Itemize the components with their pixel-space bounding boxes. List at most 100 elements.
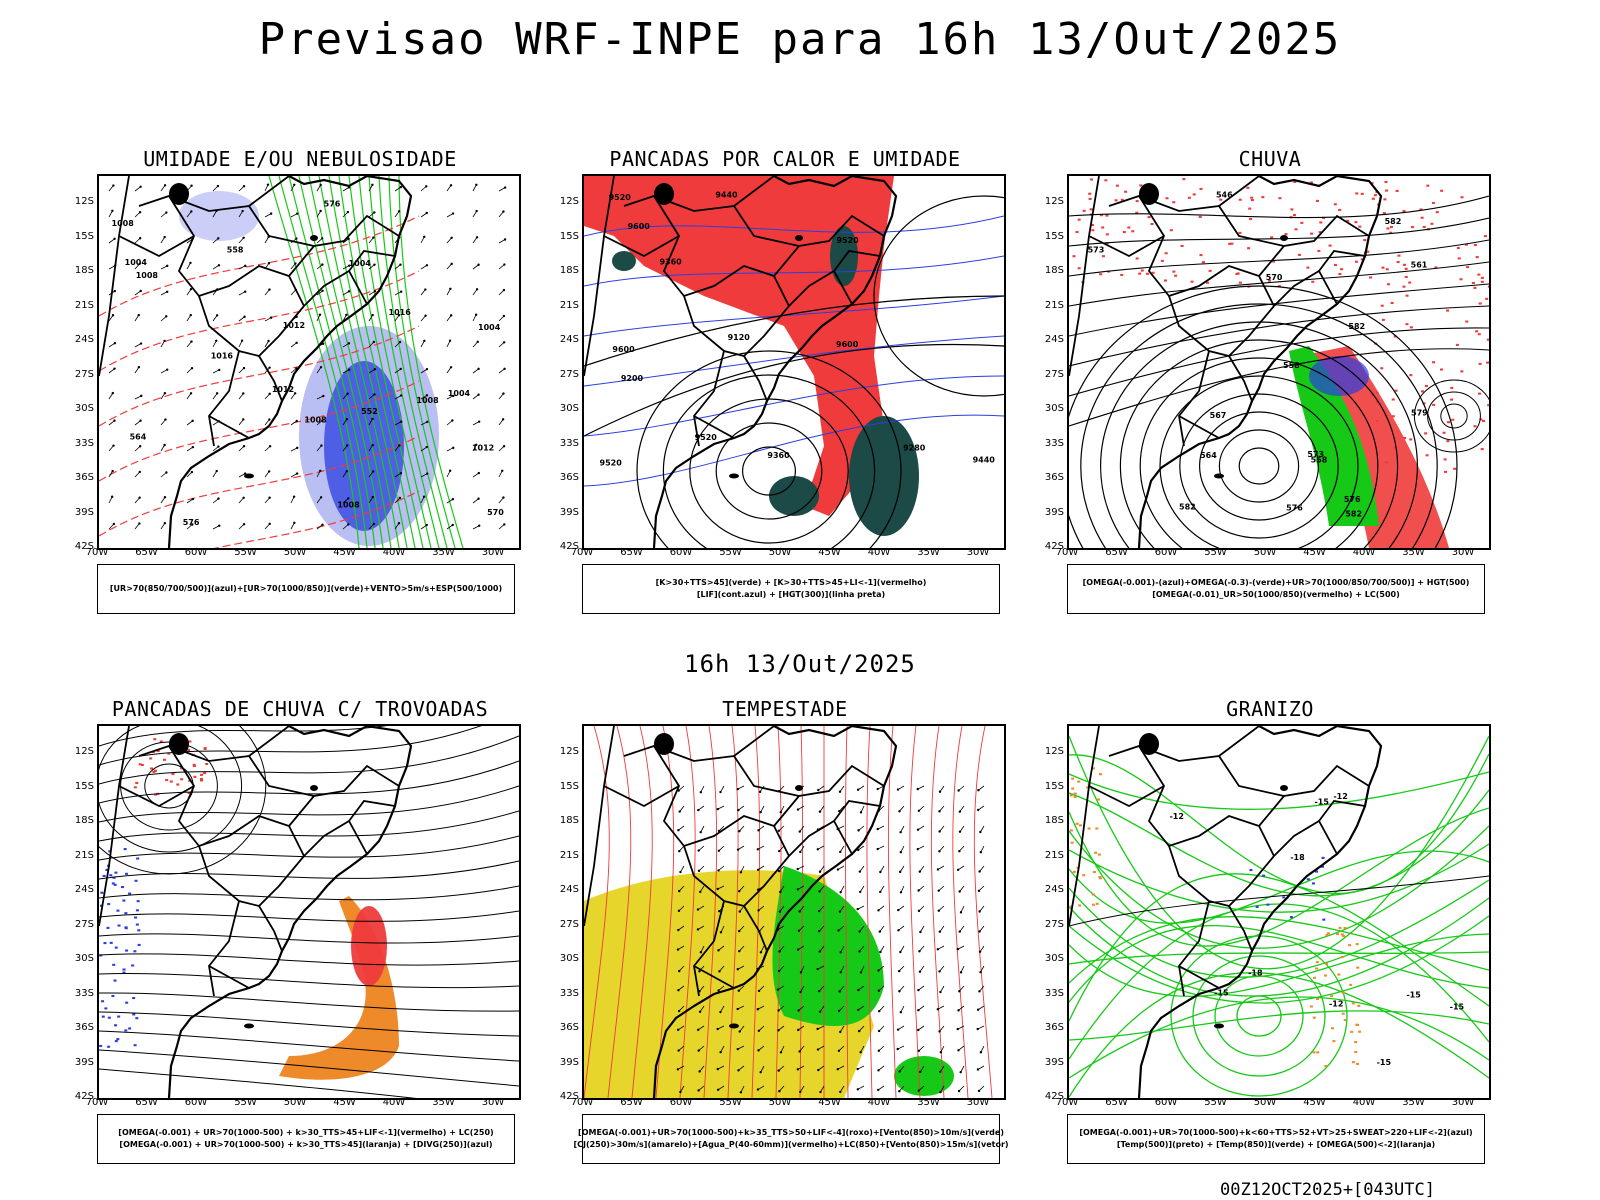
lat-tick-label: 27S xyxy=(559,368,579,380)
rain-speck xyxy=(149,757,153,760)
wind-vector-head xyxy=(736,787,739,791)
wind-vector-head xyxy=(347,264,351,267)
wind-vector-head xyxy=(477,393,480,396)
lon-tick-label: 55W xyxy=(234,1097,257,1108)
wind-vector-head xyxy=(738,889,741,893)
precip-water-contour xyxy=(866,726,873,1098)
divergence-speck xyxy=(136,857,140,860)
rain-speck xyxy=(1393,335,1397,338)
wind-vector-head xyxy=(451,212,455,215)
hgt500-contour xyxy=(1238,447,1280,485)
wind-vector-head xyxy=(778,950,781,953)
panel-title: UMIDADE E/OU NEBULOSIDADE xyxy=(143,147,457,171)
contour-label: 564 xyxy=(1200,451,1217,460)
wind-vector-head xyxy=(295,472,299,475)
lat-tick-label: 21S xyxy=(74,299,94,311)
country-border xyxy=(683,845,790,907)
rain-speck xyxy=(1471,281,1475,284)
country-border xyxy=(683,295,790,357)
wind-vector-head xyxy=(139,419,142,422)
wind-vector-head xyxy=(425,472,429,475)
contour-label: 558 xyxy=(1311,455,1328,464)
rain-speck xyxy=(153,738,157,741)
lon-tick-label: 45W xyxy=(333,547,356,558)
wind-vector-head xyxy=(797,929,801,933)
forecast-map xyxy=(99,726,519,1098)
country-border xyxy=(623,726,775,762)
wind-vector-head xyxy=(295,419,298,423)
wind-vector-head xyxy=(899,1011,902,1014)
country-border xyxy=(693,350,725,447)
wind-vector-head xyxy=(798,910,801,913)
contour-label: -12 xyxy=(1333,792,1347,801)
country-border xyxy=(1138,195,1275,307)
divergence-speck xyxy=(122,968,126,971)
rain-speck xyxy=(1391,398,1395,401)
country-border xyxy=(138,176,290,212)
hgt500-contour xyxy=(1218,429,1300,503)
wind-vector-head xyxy=(345,417,349,421)
divergence-speck xyxy=(117,924,121,927)
precip-water-contour xyxy=(973,726,993,1098)
rain-speck xyxy=(1190,280,1194,283)
rain-speck xyxy=(1169,229,1173,232)
hgt300-contour xyxy=(715,422,823,520)
wind-vector-head xyxy=(857,829,860,832)
rain-speck xyxy=(1450,398,1454,401)
rain-speck xyxy=(1465,320,1469,323)
wind-vector-head xyxy=(346,444,349,447)
wind-vector-head xyxy=(267,339,270,343)
omega500-speck xyxy=(1355,943,1359,946)
wind-vector-head xyxy=(698,1070,701,1073)
wind-vector-head xyxy=(899,830,902,834)
legend-line: [Temp(500)](preto) + [Temp(850)](verde) … xyxy=(1116,1140,1436,1149)
rain-speck xyxy=(1425,454,1429,457)
wind-vector-head xyxy=(917,1028,920,1032)
lat-tick-label: 30S xyxy=(1044,403,1064,414)
wind-vector-head xyxy=(677,1009,681,1013)
wind-vector-head xyxy=(939,990,942,994)
wind-vector-head xyxy=(676,1068,680,1071)
omega500-speck xyxy=(1070,841,1074,844)
wind-vector-head xyxy=(719,790,722,794)
divergence-speck xyxy=(134,879,138,882)
wind-vector-head xyxy=(778,849,781,853)
wind-vector-head xyxy=(897,969,901,973)
rain-speck xyxy=(1192,193,1196,196)
wind-contour xyxy=(278,176,368,548)
divergence-speck xyxy=(107,1045,111,1048)
contour-label: 576 xyxy=(183,518,200,527)
hail-speck xyxy=(1322,918,1326,921)
omega500-speck xyxy=(1091,767,1095,770)
wind-vector-head xyxy=(818,890,821,893)
country-border xyxy=(693,415,735,439)
wind-vector-head xyxy=(189,313,192,317)
rain-speck xyxy=(1456,246,1460,250)
wind-contour xyxy=(368,176,440,548)
divergence-speck xyxy=(133,950,137,953)
rain-speck xyxy=(1219,198,1223,201)
map-frame: 582 582 582 582 579 576 576 573 570 567 564 561 558 5… xyxy=(1067,174,1491,550)
wind-vector-head xyxy=(677,1049,680,1052)
wind-vector-head xyxy=(217,237,220,240)
country-border xyxy=(1318,250,1366,272)
wind-vector-head xyxy=(139,185,142,188)
contour-label: -15 xyxy=(1314,797,1329,806)
wind-vector-head xyxy=(697,869,701,873)
rain-speck xyxy=(1309,181,1313,184)
hgt300-contour xyxy=(584,343,1004,437)
temp850-contour xyxy=(1192,955,1326,1077)
wind-vector-head xyxy=(319,496,323,499)
wind-vector-head xyxy=(757,909,760,912)
hgt300-contour xyxy=(636,350,902,548)
wind-vector-head xyxy=(978,930,981,933)
rain-speck xyxy=(203,747,207,750)
wind-vector-head xyxy=(322,394,325,398)
wind-vector-head xyxy=(919,930,922,934)
valid-time-label: 16h 13/Out/2025 xyxy=(684,650,916,678)
rain-speck xyxy=(1395,189,1399,192)
wind-vector-head xyxy=(425,523,428,527)
hail-speck xyxy=(1315,870,1319,873)
wind-vector-head xyxy=(452,394,455,398)
omega500-speck xyxy=(1330,995,1334,998)
